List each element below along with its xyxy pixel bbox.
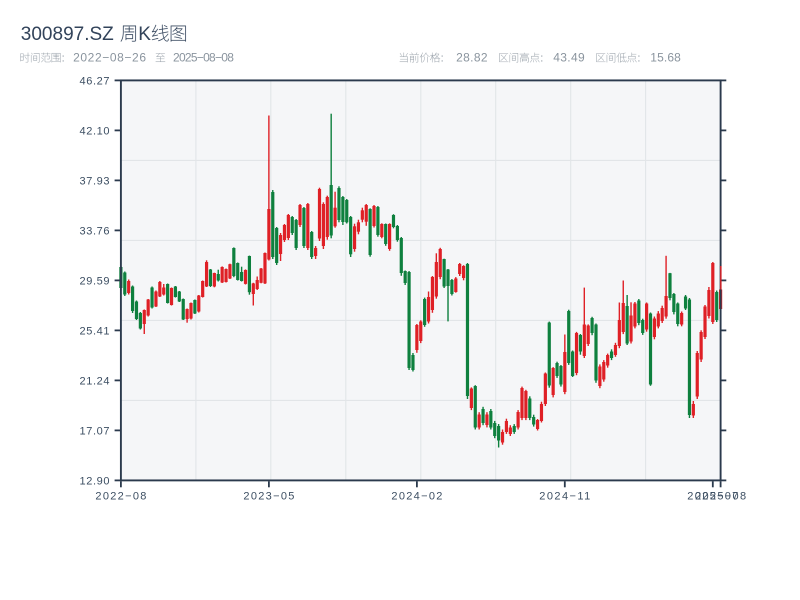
svg-text::: : — [637, 53, 640, 65]
svg-text:2024−11: 2024−11 — [539, 491, 590, 503]
svg-text:12.90: 12.90 — [80, 475, 110, 487]
svg-text:33.76: 33.76 — [80, 225, 110, 237]
svg-text:2025−08: 2025−08 — [695, 491, 746, 503]
svg-text:K: K — [138, 24, 151, 45]
svg-text:2022−08−26: 2022−08−26 — [73, 51, 146, 65]
svg-text:42.10: 42.10 — [80, 125, 110, 137]
svg-text:28.82: 28.82 — [456, 51, 488, 65]
svg-text:46.27: 46.27 — [80, 75, 110, 87]
svg-text::: : — [441, 53, 444, 65]
svg-text:15.68: 15.68 — [650, 51, 681, 65]
svg-text:25.41: 25.41 — [80, 325, 110, 337]
svg-text::: : — [540, 53, 543, 65]
svg-text:17.07: 17.07 — [80, 425, 110, 437]
svg-text:21.24: 21.24 — [80, 375, 110, 387]
svg-text:2025−07: 2025−07 — [687, 491, 738, 503]
svg-text:2025−08−08: 2025−08−08 — [173, 51, 234, 65]
svg-text:2022−08: 2022−08 — [95, 491, 146, 503]
svg-text:2024−02: 2024−02 — [391, 491, 442, 503]
svg-text:37.93: 37.93 — [80, 175, 110, 187]
svg-text::: : — [62, 53, 65, 65]
svg-text:29.59: 29.59 — [80, 275, 110, 287]
svg-text:2023−05: 2023−05 — [243, 491, 294, 503]
svg-text:300897.SZ: 300897.SZ — [21, 24, 114, 45]
svg-text:43.49: 43.49 — [553, 51, 585, 65]
